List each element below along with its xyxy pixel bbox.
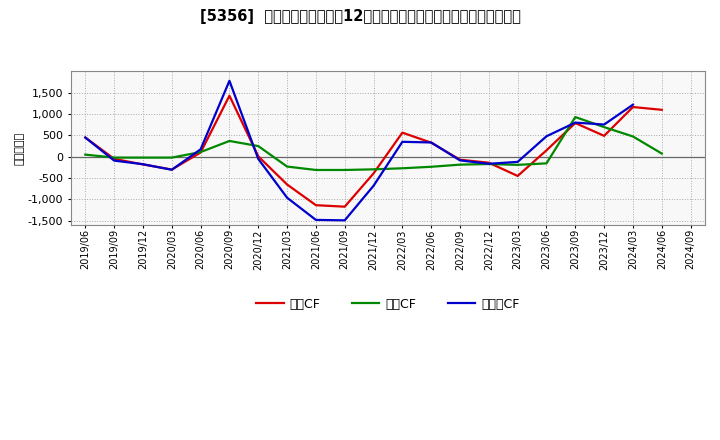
営業CF: [341, 204, 349, 209]
営業CF: [398, 130, 407, 135]
フリーCF: [427, 140, 436, 145]
フリーCF: [110, 158, 119, 163]
投資CF: [427, 164, 436, 169]
フリーCF: [398, 139, 407, 144]
営業CF: [427, 140, 436, 145]
フリーCF: [254, 156, 263, 161]
営業CF: [629, 104, 637, 110]
Line: フリーCF: フリーCF: [86, 81, 633, 220]
投資CF: [485, 161, 493, 167]
営業CF: [657, 107, 666, 113]
フリーCF: [600, 122, 608, 127]
投資CF: [542, 161, 551, 166]
営業CF: [369, 171, 378, 176]
フリーCF: [168, 167, 176, 172]
営業CF: [197, 150, 205, 155]
投資CF: [513, 162, 522, 168]
営業CF: [225, 93, 234, 99]
フリーCF: [456, 158, 464, 163]
フリーCF: [542, 134, 551, 139]
営業CF: [168, 167, 176, 172]
フリーCF: [369, 183, 378, 188]
営業CF: [81, 135, 90, 140]
フリーCF: [513, 159, 522, 165]
投資CF: [197, 150, 205, 155]
投資CF: [398, 165, 407, 171]
投資CF: [110, 155, 119, 160]
投資CF: [139, 155, 148, 160]
Line: 営業CF: 営業CF: [86, 96, 662, 207]
フリーCF: [629, 102, 637, 107]
投資CF: [571, 114, 580, 120]
営業CF: [456, 157, 464, 162]
営業CF: [283, 182, 292, 187]
Legend: 営業CF, 投資CF, フリーCF: 営業CF, 投資CF, フリーCF: [251, 293, 525, 316]
フリーCF: [81, 135, 90, 140]
Y-axis label: （百万円）: （百万円）: [15, 132, 25, 165]
投資CF: [254, 143, 263, 149]
営業CF: [571, 121, 580, 126]
営業CF: [542, 148, 551, 153]
投資CF: [283, 164, 292, 169]
フリーCF: [485, 161, 493, 166]
フリーCF: [571, 120, 580, 125]
営業CF: [513, 173, 522, 179]
Text: [5356]  キャッシュフローの12か月移動合計の対前年同期増減額の推移: [5356] キャッシュフローの12か月移動合計の対前年同期増減額の推移: [199, 9, 521, 24]
フリーCF: [197, 147, 205, 152]
フリーCF: [341, 218, 349, 223]
営業CF: [139, 162, 148, 167]
投資CF: [312, 167, 320, 172]
フリーCF: [312, 217, 320, 223]
営業CF: [254, 154, 263, 159]
投資CF: [629, 134, 637, 139]
投資CF: [369, 167, 378, 172]
フリーCF: [225, 78, 234, 84]
投資CF: [600, 125, 608, 130]
投資CF: [168, 155, 176, 160]
営業CF: [110, 156, 119, 161]
フリーCF: [283, 195, 292, 200]
Line: 投資CF: 投資CF: [86, 117, 662, 170]
営業CF: [312, 202, 320, 208]
投資CF: [456, 162, 464, 167]
投資CF: [225, 138, 234, 143]
投資CF: [657, 151, 666, 156]
営業CF: [485, 160, 493, 165]
投資CF: [81, 152, 90, 157]
投資CF: [341, 167, 349, 172]
営業CF: [600, 133, 608, 139]
フリーCF: [139, 161, 148, 167]
